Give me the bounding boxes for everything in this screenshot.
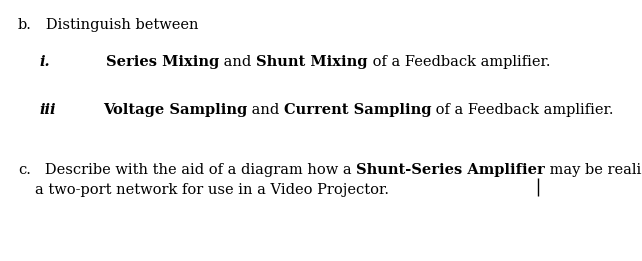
Text: may be realized from: may be realized from — [545, 163, 642, 177]
Text: a two-port network for use in a Video Projector.: a two-port network for use in a Video Pr… — [35, 183, 389, 197]
Text: Current Sampling: Current Sampling — [284, 103, 431, 117]
Text: and: and — [220, 55, 256, 69]
Text: of a Feedback amplifier.: of a Feedback amplifier. — [431, 103, 614, 117]
Text: Distinguish between: Distinguish between — [32, 18, 198, 32]
Text: i.: i. — [40, 55, 51, 69]
Text: Describe with the aid of a diagram how a: Describe with the aid of a diagram how a — [31, 163, 356, 177]
Text: iii: iii — [40, 103, 56, 117]
Text: b.: b. — [18, 18, 32, 32]
Text: c.: c. — [18, 163, 31, 177]
Text: Series Mixing: Series Mixing — [106, 55, 220, 69]
Text: of a Feedback amplifier.: of a Feedback amplifier. — [368, 55, 550, 69]
Text: Shunt Mixing: Shunt Mixing — [256, 55, 368, 69]
Text: and: and — [247, 103, 284, 117]
Text: Shunt-Series Amplifier: Shunt-Series Amplifier — [356, 163, 545, 177]
Text: Voltage Sampling: Voltage Sampling — [103, 103, 247, 117]
